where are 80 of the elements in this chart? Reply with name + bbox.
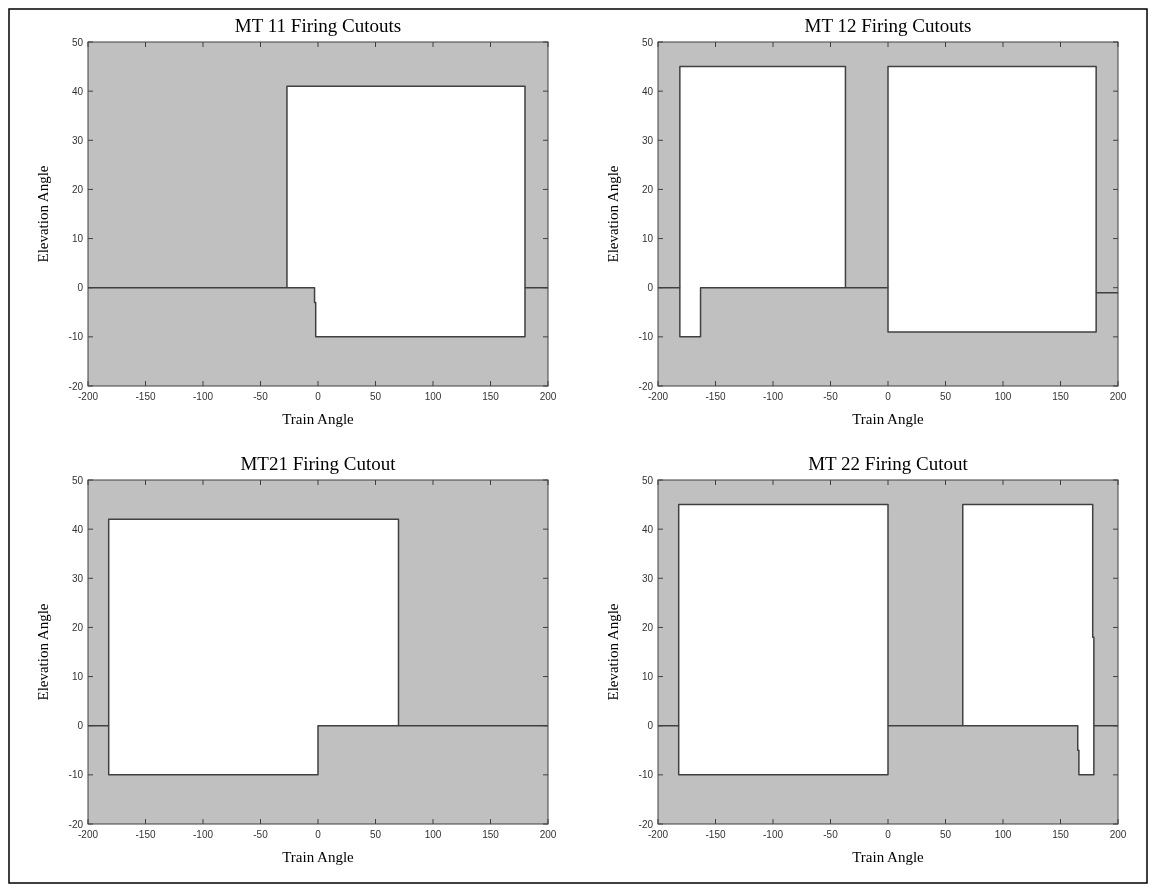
y-tick-label: 20 <box>641 621 654 633</box>
y-tick-label: -20 <box>68 380 84 392</box>
x-tick-label: -50 <box>823 391 839 402</box>
x-tick-label: 0 <box>315 829 322 840</box>
y-tick-label: 50 <box>71 36 84 48</box>
y-axis-title: Elevation Angle <box>605 603 621 701</box>
x-tick-label: -100 <box>762 391 784 402</box>
x-tick-label: 0 <box>885 829 892 840</box>
y-axis-title: Elevation Angle <box>605 165 621 263</box>
y-tick-label: 40 <box>71 523 84 535</box>
y-tick-label: 20 <box>71 183 84 195</box>
y-tick-label: 30 <box>641 572 654 584</box>
y-tick-label: -10 <box>68 331 84 343</box>
y-tick-label: 30 <box>71 572 84 584</box>
y-tick-label: 0 <box>77 720 84 732</box>
x-tick-label: -50 <box>253 829 269 840</box>
x-tick-label: -200 <box>77 829 99 840</box>
y-tick-label: 10 <box>71 671 84 683</box>
chart-title: MT21 Firing Cutout <box>240 453 397 474</box>
x-tick-label: -150 <box>705 391 726 402</box>
x-tick-label: 0 <box>885 391 892 402</box>
y-tick-label: 30 <box>641 134 654 146</box>
y-tick-label: 40 <box>641 85 654 97</box>
x-axis-title: Train Angle <box>852 411 925 427</box>
x-tick-label: 150 <box>482 391 500 402</box>
x-tick-label: 100 <box>994 391 1012 402</box>
x-tick-label: 200 <box>1109 829 1127 840</box>
y-tick-label: 50 <box>641 36 654 48</box>
x-tick-label: 150 <box>482 829 500 840</box>
x-tick-label: -200 <box>647 829 669 840</box>
y-tick-label: 20 <box>71 621 84 633</box>
x-tick-label: -200 <box>647 391 669 402</box>
y-tick-label: -10 <box>638 769 654 781</box>
x-axis-title: Train Angle <box>852 849 925 865</box>
y-tick-label: 0 <box>647 282 654 294</box>
x-tick-label: 100 <box>424 829 442 840</box>
x-tick-label: 100 <box>424 391 442 402</box>
chart-title: MT 11 Firing Cutouts <box>234 15 402 36</box>
x-tick-label: 100 <box>994 829 1012 840</box>
y-axis-title: Elevation Angle <box>35 165 51 263</box>
y-tick-label: 10 <box>641 233 654 245</box>
x-tick-label: 200 <box>1109 391 1127 402</box>
x-tick-label: -100 <box>192 391 214 402</box>
x-tick-label: 50 <box>369 829 382 840</box>
y-tick-label: 0 <box>77 282 84 294</box>
x-axis-title: Train Angle <box>282 411 355 427</box>
y-tick-label: 40 <box>641 523 654 535</box>
y-tick-label: 50 <box>641 474 654 486</box>
x-tick-label: -150 <box>135 829 156 840</box>
x-tick-label: 200 <box>539 391 557 402</box>
y-tick-label: -10 <box>638 331 654 343</box>
x-tick-label: -100 <box>192 829 214 840</box>
x-tick-label: -100 <box>762 829 784 840</box>
y-tick-label: 0 <box>647 720 654 732</box>
y-tick-label: 10 <box>641 671 654 683</box>
x-tick-label: -50 <box>823 829 839 840</box>
x-tick-label: 0 <box>315 391 322 402</box>
y-tick-label: 20 <box>641 183 654 195</box>
y-tick-label: 40 <box>71 85 84 97</box>
y-tick-label: -10 <box>68 769 84 781</box>
x-tick-label: 200 <box>539 829 557 840</box>
x-tick-label: 150 <box>1052 829 1070 840</box>
y-tick-label: -20 <box>68 818 84 830</box>
x-tick-label: 50 <box>369 391 382 402</box>
x-tick-label: 150 <box>1052 391 1070 402</box>
x-tick-label: -50 <box>253 391 269 402</box>
x-axis-title: Train Angle <box>282 849 355 865</box>
x-tick-label: -200 <box>77 391 99 402</box>
y-tick-label: 50 <box>71 474 84 486</box>
y-tick-label: 30 <box>71 134 84 146</box>
x-tick-label: 50 <box>939 391 952 402</box>
chart-title: MT 22 Firing Cutout <box>808 453 969 474</box>
x-tick-label: -150 <box>705 829 726 840</box>
y-tick-label: -20 <box>638 380 654 392</box>
chart-title: MT 12 Firing Cutouts <box>804 15 972 36</box>
y-tick-label: -20 <box>638 818 654 830</box>
x-tick-label: 50 <box>939 829 952 840</box>
y-tick-label: 10 <box>71 233 84 245</box>
y-axis-title: Elevation Angle <box>35 603 51 701</box>
x-tick-label: -150 <box>135 391 156 402</box>
